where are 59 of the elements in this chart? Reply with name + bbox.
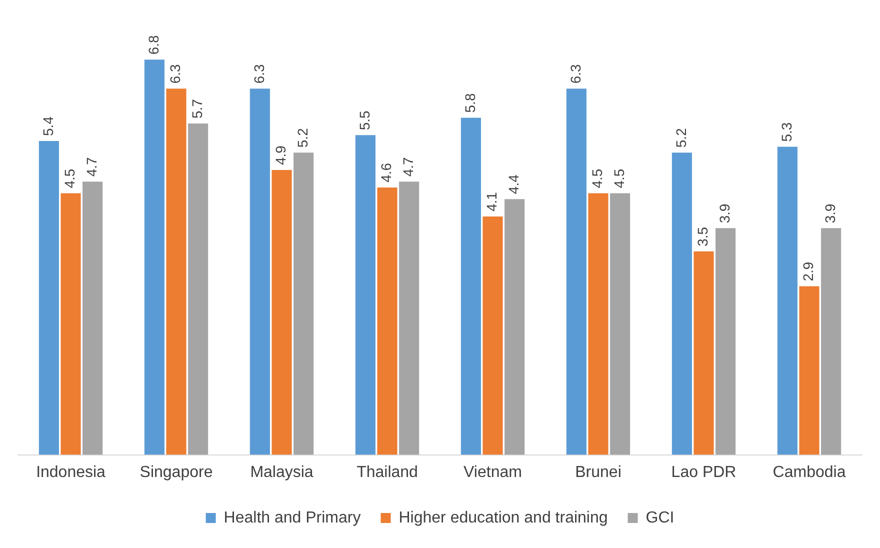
bar — [188, 124, 208, 455]
data-label: 5.4 — [40, 116, 56, 136]
legend-label: Health and Primary — [224, 509, 361, 526]
bar — [482, 216, 503, 455]
data-label: 5.3 — [778, 122, 794, 142]
data-label: 5.5 — [356, 110, 372, 130]
data-label: 3.9 — [716, 203, 732, 224]
legend-label: GCI — [646, 509, 674, 526]
bar — [60, 193, 81, 455]
data-label: 4.5 — [62, 168, 78, 188]
bar — [144, 60, 164, 455]
x-tick-label: Vietnam — [464, 464, 522, 481]
data-label: 6.3 — [250, 64, 267, 84]
data-label: 4.9 — [272, 145, 289, 166]
data-label: 3.5 — [694, 226, 711, 246]
data-label: 6.3 — [567, 64, 584, 84]
bar — [38, 140, 59, 455]
legend-label: Higher education and training — [398, 509, 608, 526]
bar — [294, 152, 314, 455]
data-label: 4.5 — [610, 168, 627, 188]
data-label: 3.9 — [822, 203, 838, 224]
x-tick-label: Lao PDR — [671, 464, 736, 481]
bar — [166, 88, 186, 455]
bar — [672, 152, 692, 455]
x-tick-label: Brunei — [575, 464, 622, 481]
bar — [716, 228, 736, 455]
x-tick-label: Cambodia — [772, 464, 846, 481]
data-label: 5.2 — [294, 128, 310, 148]
x-tick-label: Singapore — [140, 464, 213, 481]
bar — [377, 187, 398, 455]
data-label: 4.4 — [505, 174, 522, 194]
bar — [799, 286, 820, 455]
bar — [610, 193, 630, 455]
x-tick-label: Indonesia — [36, 464, 106, 481]
bar — [250, 88, 270, 455]
bar — [272, 170, 292, 455]
data-label: 4.7 — [400, 156, 416, 177]
bar — [504, 199, 525, 455]
x-tick-label: Malaysia — [250, 464, 314, 481]
data-label: 5.7 — [188, 98, 205, 119]
bar — [777, 146, 798, 455]
bar — [355, 135, 376, 455]
bar — [821, 228, 842, 455]
bar — [566, 88, 586, 455]
bar — [694, 251, 714, 455]
data-label: 5.8 — [462, 93, 478, 113]
bar — [82, 182, 103, 455]
data-label: 4.1 — [484, 192, 500, 212]
data-label: 2.9 — [800, 262, 816, 282]
data-label: 5.2 — [672, 128, 689, 148]
bar — [460, 118, 481, 455]
data-label: 6.8 — [145, 34, 162, 55]
bar — [399, 182, 420, 455]
data-label: 6.3 — [167, 64, 184, 84]
bar — [588, 193, 608, 455]
data-label: 4.5 — [589, 168, 606, 188]
data-label: 4.7 — [83, 156, 100, 177]
data-label: 4.6 — [378, 162, 394, 182]
x-tick-label: Thailand — [356, 464, 418, 481]
